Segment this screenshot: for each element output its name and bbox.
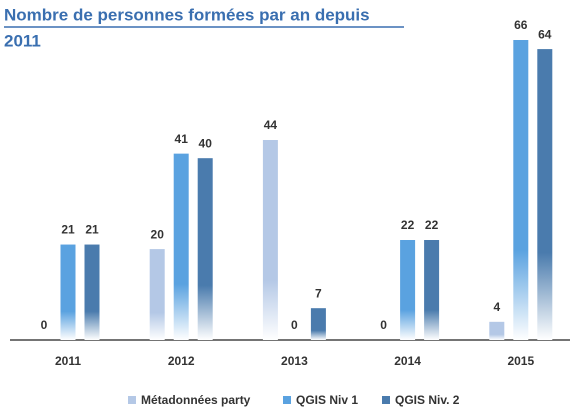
legend-swatch <box>283 396 291 404</box>
legend-label: QGIS Niv. 2 <box>395 393 460 407</box>
value-label: 0 <box>380 318 387 332</box>
x-tick-label: 2014 <box>394 354 421 368</box>
bar <box>60 244 76 340</box>
legend-label: Métadonnées party <box>141 393 251 407</box>
value-label: 41 <box>175 132 189 146</box>
bar <box>489 321 505 340</box>
value-label: 22 <box>425 218 439 232</box>
value-label: 22 <box>401 218 415 232</box>
value-label: 20 <box>151 227 165 241</box>
bar <box>197 158 213 340</box>
value-label: 66 <box>514 18 528 32</box>
bar <box>310 308 326 340</box>
value-label: 7 <box>315 286 322 300</box>
value-label: 64 <box>538 27 552 41</box>
bar <box>262 140 278 340</box>
chart-title: 2011 <box>4 31 41 50</box>
legend-swatch <box>382 396 390 404</box>
value-label: 44 <box>264 118 278 132</box>
chart-title: Nombre de personnes formées par an depui… <box>4 5 370 24</box>
x-tick-label: 2012 <box>168 354 195 368</box>
value-label: 40 <box>199 136 213 150</box>
bar <box>173 153 189 340</box>
x-tick-label: 2013 <box>281 354 308 368</box>
x-tick-label: 2011 <box>55 354 81 368</box>
value-label: 0 <box>291 318 298 332</box>
bar <box>149 249 165 340</box>
x-tick-label: 2015 <box>507 354 534 368</box>
bar <box>84 244 100 340</box>
bar <box>513 40 529 340</box>
value-label: 21 <box>61 223 75 237</box>
bar <box>400 240 416 340</box>
value-label: 21 <box>85 223 99 237</box>
bar <box>537 49 553 340</box>
value-label: 4 <box>493 300 500 314</box>
value-label: 0 <box>41 318 48 332</box>
bar <box>424 240 440 340</box>
legend-label: QGIS Niv 1 <box>296 393 358 407</box>
legend-swatch <box>128 396 136 404</box>
